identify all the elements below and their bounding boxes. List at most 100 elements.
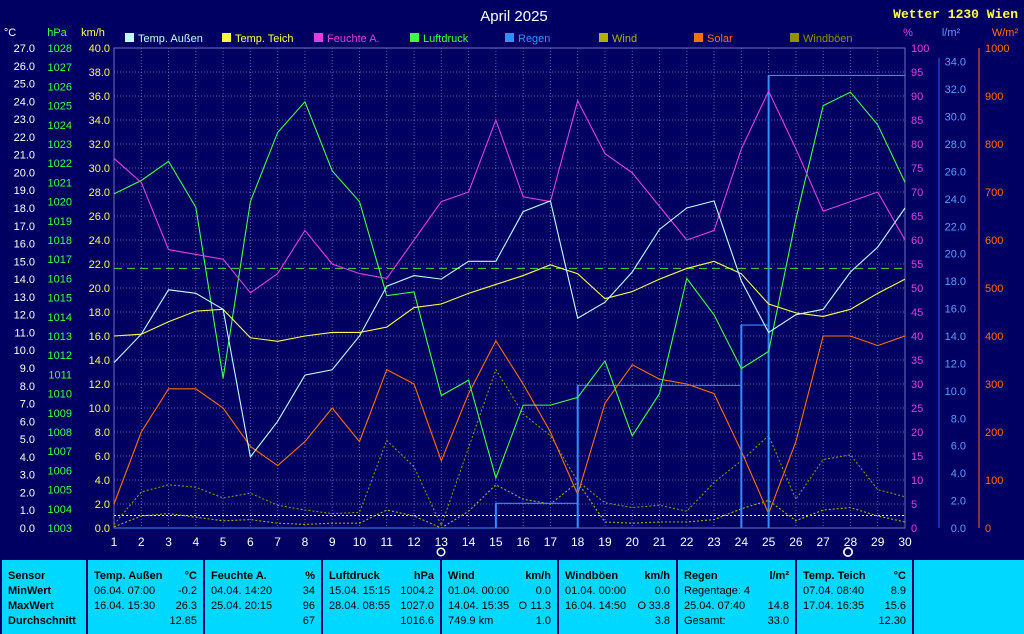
rain-tick-label: 8.0 bbox=[951, 413, 966, 425]
rain-tick-label: 22.0 bbox=[945, 221, 966, 233]
humidity-tick-label: 30 bbox=[911, 379, 923, 391]
wind-max-value: 11.3 bbox=[530, 600, 551, 612]
temp-tick-label: 15.0 bbox=[14, 256, 35, 268]
luftdruck-min-time: 15.04. 15:15 bbox=[329, 585, 391, 597]
feuchte-unit: % bbox=[305, 570, 315, 582]
regen-max-value: 14.8 bbox=[767, 600, 789, 612]
wind-tick-label: 16.0 bbox=[89, 331, 110, 343]
pressure-tick-label: 1010 bbox=[48, 389, 72, 401]
temp-tick-label: 6.0 bbox=[20, 416, 35, 428]
solar-tick-label: 600 bbox=[985, 235, 1003, 247]
regen-total-value: 33.0 bbox=[767, 615, 789, 627]
legend-label-temp-teich: Temp. Teich bbox=[235, 33, 294, 45]
humidity-tick-label: 45 bbox=[911, 307, 923, 319]
solar-tick-label: 200 bbox=[985, 427, 1003, 439]
row-label-min: MinWert bbox=[8, 585, 52, 597]
temp-tick-label: 21.0 bbox=[14, 150, 35, 162]
rain-unit-label: l/m² bbox=[942, 27, 961, 39]
legend-swatch-regen bbox=[505, 33, 514, 42]
temp-tick-label: 4.0 bbox=[20, 452, 35, 464]
luftdruck-unit: hPa bbox=[413, 570, 434, 582]
windboen-unit: km/h bbox=[644, 570, 670, 582]
rain-tick-label: 14.0 bbox=[945, 331, 966, 343]
humidity-tick-label: 50 bbox=[911, 283, 923, 295]
x-tick-label: 29 bbox=[871, 535, 885, 549]
luftdruck-header: Luftdruck bbox=[329, 570, 380, 582]
stats-temp-teich: Temp. Teich °C 07.04. 08:40 8.9 17.04. 16:… bbox=[797, 560, 912, 634]
humidity-tick-label: 85 bbox=[911, 115, 923, 127]
legend-label-regen: Regen bbox=[518, 33, 550, 45]
temp-aussen-min-time: 06.04. 07:00 bbox=[94, 585, 156, 597]
pressure-tick-label: 1013 bbox=[48, 331, 72, 343]
stats-sensor: Sensor MinWert MaxWert Durchschnitt bbox=[2, 560, 86, 634]
x-tick-label: 2 bbox=[138, 535, 145, 549]
temp-tick-label: 7.0 bbox=[20, 399, 35, 411]
legend-swatch-temp-au-en bbox=[125, 33, 134, 42]
pressure-tick-label: 1023 bbox=[48, 139, 72, 151]
feuchte-avg: 67 bbox=[302, 615, 315, 627]
pressure-tick-label: 1005 bbox=[48, 485, 72, 497]
pressure-tick-label: 1015 bbox=[48, 293, 72, 305]
stats-panel: Sensor MinWert MaxWert Durchschnitt Temp… bbox=[0, 560, 1024, 634]
feuchte-max-time: 25.04. 20:15 bbox=[211, 600, 273, 612]
x-tick-label: 14 bbox=[462, 535, 476, 549]
sensor-header: Sensor bbox=[8, 570, 46, 582]
regen-total-label: Gesamt: bbox=[684, 615, 726, 627]
stats-luftdruck: Luftdruck hPa 15.04. 15:15 1004.2 28.04. 0… bbox=[323, 560, 440, 634]
legend: Temp. Außen Temp. Teich Feuchte A. Luftdruc… bbox=[125, 33, 853, 45]
series-windb-en bbox=[113, 368, 906, 528]
temp-tick-label: 2.0 bbox=[20, 487, 35, 499]
windboen-header: Windböen bbox=[565, 570, 619, 582]
stats-windboen: Windböen km/h 01.04. 00:00 0.0 16.04. 14:5… bbox=[559, 560, 676, 634]
x-tick-label: 7 bbox=[274, 535, 281, 549]
wind-min-value: 0.0 bbox=[535, 585, 551, 597]
x-tick-label: 9 bbox=[329, 535, 336, 549]
solar-tick-label: 1000 bbox=[985, 43, 1009, 55]
temp-aussen-min-value: -0.2 bbox=[178, 585, 197, 597]
wind-tick-label: 14.0 bbox=[89, 355, 110, 367]
solar-unit-label: W/m² bbox=[992, 27, 1019, 39]
series-feuchte-a bbox=[113, 89, 906, 294]
humidity-tick-label: 55 bbox=[911, 259, 923, 271]
wind-tick-label: 30.0 bbox=[89, 163, 110, 175]
windboen-max-value: 33.8 bbox=[648, 600, 670, 612]
rain-tick-label: 28.0 bbox=[945, 139, 966, 151]
wind-tick-label: 2.0 bbox=[95, 499, 110, 511]
rain-tick-label: 0.0 bbox=[951, 523, 966, 535]
rain-tick-label: 12.0 bbox=[945, 358, 966, 370]
temp-tick-label: 13.0 bbox=[14, 292, 35, 304]
x-tick-label: 28 bbox=[844, 535, 858, 549]
humidity-tick-label: 75 bbox=[911, 163, 923, 175]
temp-tick-label: 0.0 bbox=[20, 523, 35, 535]
luftdruck-max-time: 28.04. 08:55 bbox=[329, 600, 391, 612]
wind-tick-label: 18.0 bbox=[89, 307, 110, 319]
wind-unit-label: km/h bbox=[81, 27, 105, 39]
temp-aussen-unit: °C bbox=[184, 570, 197, 582]
humidity-tick-label: 10 bbox=[911, 475, 923, 487]
temp-teich-header: Temp. Teich bbox=[803, 570, 866, 582]
x-tick-label: 5 bbox=[220, 535, 227, 549]
humidity-tick-label: 100 bbox=[911, 43, 929, 55]
regen-header: Regen bbox=[684, 570, 718, 582]
rain-tick-label: 32.0 bbox=[945, 84, 966, 96]
wind-tick-label: 24.0 bbox=[89, 235, 110, 247]
temp-teich-unit: °C bbox=[893, 570, 906, 582]
luftdruck-avg: 1016.6 bbox=[400, 615, 434, 627]
windboen-max-direction: O bbox=[637, 600, 646, 612]
humidity-unit-label: % bbox=[903, 27, 913, 39]
humidity-tick-label: 70 bbox=[911, 187, 923, 199]
wind-tick-label: 0.0 bbox=[95, 523, 110, 535]
legend-swatch-windb-en bbox=[790, 33, 799, 42]
new-moon-icon bbox=[436, 547, 446, 557]
wind-tick-label: 10.0 bbox=[89, 403, 110, 415]
temp-tick-label: 11.0 bbox=[14, 327, 35, 339]
x-tick-label: 30 bbox=[898, 535, 912, 549]
windboen-max-time: 16.04. 14:50 bbox=[565, 600, 627, 612]
humidity-tick-label: 40 bbox=[911, 331, 923, 343]
legend-swatch-luftdruck bbox=[410, 33, 419, 42]
wind-tick-label: 22.0 bbox=[89, 259, 110, 271]
temp-teich-max-time: 17.04. 16:35 bbox=[803, 600, 865, 612]
temp-teich-min-value: 8.9 bbox=[890, 585, 906, 597]
humidity-tick-label: 0 bbox=[911, 523, 917, 535]
x-tick-label: 18 bbox=[571, 535, 585, 549]
